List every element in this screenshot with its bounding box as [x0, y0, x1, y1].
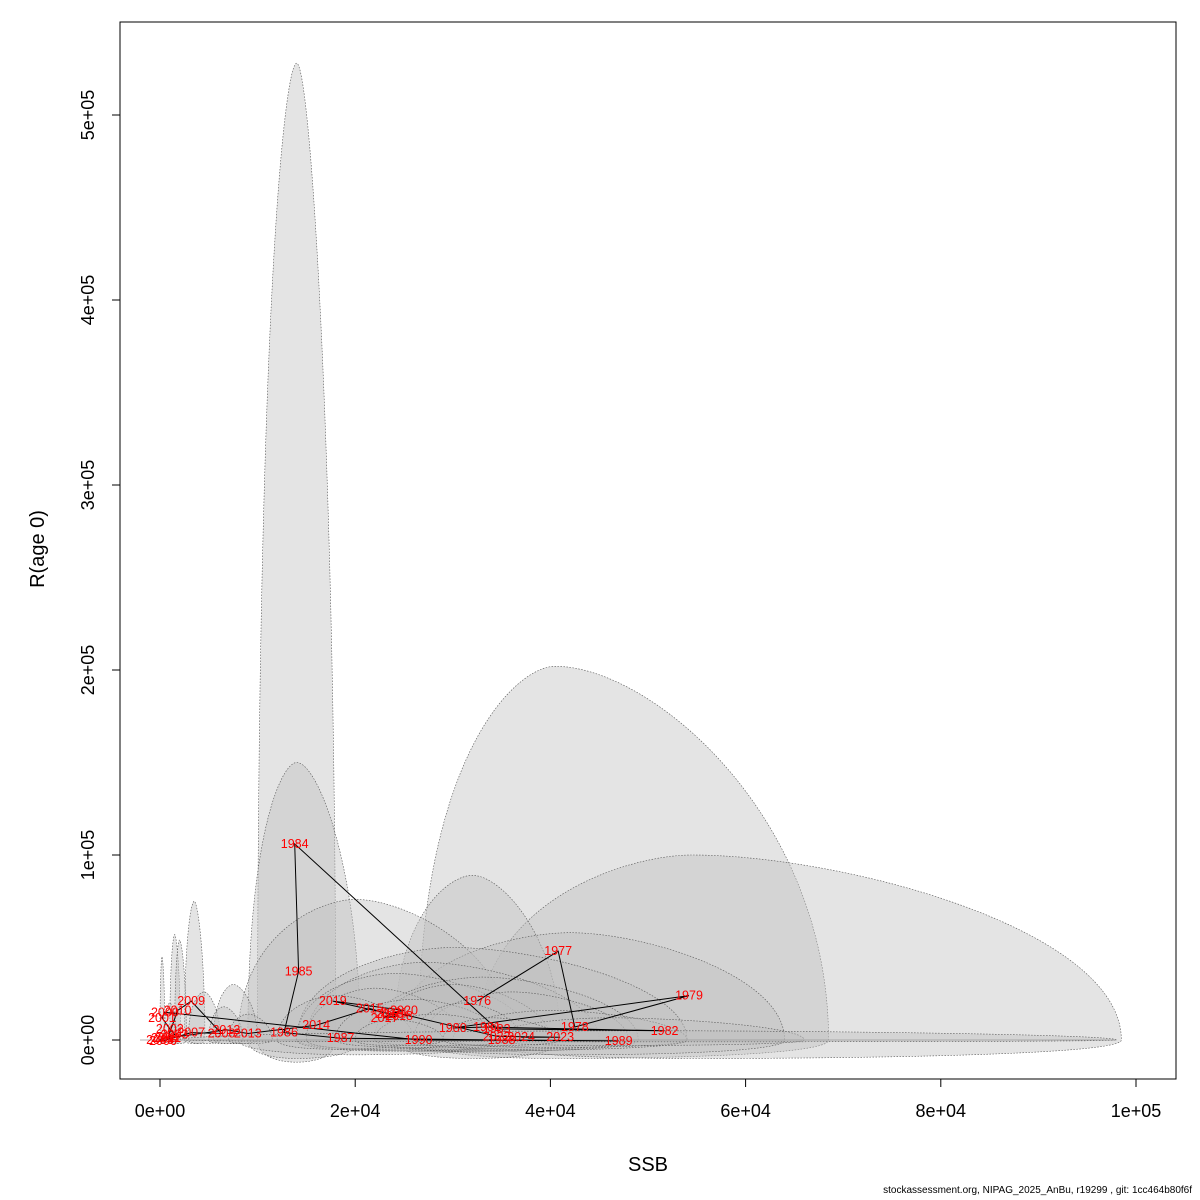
year-label: 1981	[473, 1020, 501, 1034]
year-label: 1980	[439, 1021, 467, 1035]
year-label: 2019	[319, 994, 347, 1008]
year-label: 1984	[281, 837, 309, 851]
confidence-region	[423, 991, 629, 1050]
footer-note: stockassessment.org, NIPAG_2025_AnBu, r1…	[883, 1185, 1192, 1196]
year-labels: 1976 1977 1978 1979 1980 1981 1982 1983 1984 1985…	[146, 837, 703, 1048]
year-label: 2011	[154, 1031, 181, 1045]
confidence-region	[418, 665, 829, 1059]
year-label: 2014	[302, 1018, 330, 1032]
confidence-region	[228, 1013, 273, 1045]
year-label: 1978	[561, 1020, 589, 1034]
y-tick-label: 3e+05	[78, 460, 98, 511]
y-tick-label: 0e+00	[78, 1015, 98, 1066]
year-label: 2024	[507, 1030, 535, 1044]
y-axis: 0e+00 1e+05 2e+05 3e+05 4e+05 5e+05	[78, 90, 121, 1066]
confidence-region	[393, 875, 561, 1059]
year-label: 2016	[375, 1007, 403, 1021]
confidence-regions	[140, 62, 1122, 1063]
year-label: 2008	[208, 1027, 236, 1041]
year-label: 2012	[212, 1023, 240, 1037]
confidence-region	[247, 762, 361, 1059]
year-label: 1985	[285, 965, 313, 979]
x-tick-label: 2e+04	[330, 1101, 381, 1121]
x-tick-label: 6e+04	[720, 1101, 771, 1121]
confidence-region	[476, 854, 1122, 1059]
y-tick-label: 4e+05	[78, 275, 98, 326]
confidence-region	[184, 900, 206, 1045]
year-label: 2005	[146, 1033, 174, 1047]
year-label: 2000	[151, 1005, 179, 1019]
y-tick-label: 2e+05	[78, 645, 98, 696]
year-label: 1979	[675, 989, 703, 1003]
y-tick-label: 5e+05	[78, 90, 98, 141]
x-tick-label: 0e+00	[135, 1101, 186, 1121]
year-label: 1987	[327, 1031, 355, 1045]
confidence-region	[374, 1013, 512, 1046]
year-label: 2015	[356, 1002, 384, 1016]
confidence-region	[169, 934, 181, 1045]
y-axis-title: R(age 0)	[27, 510, 49, 588]
year-label: 1986	[270, 1026, 298, 1040]
confidence-region	[174, 939, 187, 1045]
year-label: 2010	[164, 1003, 192, 1017]
confidence-region	[208, 1006, 244, 1045]
x-tick-label: 8e+04	[916, 1101, 967, 1121]
year-label: 2017	[371, 1011, 399, 1025]
year-label: 1988	[488, 1033, 516, 1047]
year-label: 2009	[177, 994, 205, 1008]
year-label: 2003	[161, 1028, 189, 1042]
year-label: 2018	[385, 1009, 413, 1023]
x-axis: 0e+00 2e+04 4e+04 6e+04 8e+04 1e+05	[135, 1078, 1162, 1121]
year-label: 2022	[483, 1029, 511, 1043]
year-trajectory-line	[158, 842, 690, 1042]
year-label: 2023	[546, 1030, 574, 1044]
year-label: 1989	[605, 1034, 633, 1048]
year-label: 2020	[390, 1003, 418, 1017]
confidence-region	[257, 62, 336, 1063]
year-label: 2002	[156, 1022, 184, 1036]
x-axis-title: SSB	[628, 1154, 668, 1176]
year-label: 2021	[380, 1005, 408, 1019]
year-label: 2007	[177, 1026, 205, 1040]
x-tick-label: 4e+04	[525, 1101, 576, 1121]
year-label: 1990	[405, 1033, 433, 1047]
year-label: 2004	[151, 1031, 179, 1045]
year-label: 1977	[544, 944, 572, 958]
year-label: 1976	[463, 994, 491, 1008]
year-label: 1982	[651, 1024, 679, 1038]
confidence-region	[296, 973, 532, 1052]
y-tick-label: 1e+05	[78, 830, 98, 881]
confidence-region	[374, 984, 551, 1050]
year-label: 2013	[234, 1027, 262, 1041]
confidence-region	[213, 984, 258, 1045]
year-path	[158, 842, 690, 1042]
year-label: 2001	[148, 1011, 176, 1025]
x-tick-label: 1e+05	[1111, 1101, 1162, 1121]
confidence-region	[237, 899, 512, 1056]
confidence-region	[159, 956, 166, 1045]
year-label: 2006	[149, 1034, 177, 1048]
year-label: 1983	[483, 1022, 511, 1036]
